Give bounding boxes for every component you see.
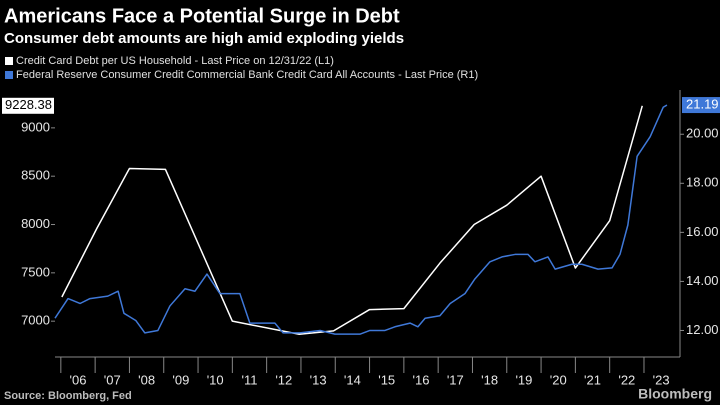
last-price-label: 9228.38 [5,97,52,112]
x-tick-label: '09 [172,372,189,387]
chart-subtitle: Consumer debt amounts are high amid expl… [4,30,404,47]
y-tick-label: 7500 [21,264,50,279]
x-tick-label: '17 [447,372,464,387]
x-tick-label: '23 [653,372,670,387]
x-tick-label: '16 [413,372,430,387]
x-tick-label: '12 [275,372,292,387]
x-tick-label: '21 [584,372,601,387]
y-tick-label: 9000 [21,119,50,134]
y2-tick-label: 14.00 [686,273,719,288]
legend-label: Credit Card Debt per US Household - Last… [16,55,334,67]
x-tick-label: '15 [378,372,395,387]
last-price-box [682,97,720,114]
series-line [61,105,643,335]
y2-tick-label: 12.00 [686,322,719,337]
last-price-label: 21.19 [686,96,719,111]
x-tick-label: '19 [515,372,532,387]
source: Source: Bloomberg, Fed [4,390,132,402]
x-tick-label: '08 [138,372,155,387]
y-tick-label: 8500 [21,168,50,183]
chart-title: Americans Face a Potential Surge in Debt [4,5,400,27]
x-tick-label: '11 [242,372,258,387]
y-tick-label: 8000 [21,216,50,231]
legend-label: Federal Reserve Consumer Credit Commerci… [16,69,478,81]
series-line [54,104,668,335]
y2-tick-label: 20.00 [686,126,719,141]
x-tick-label: '18 [481,372,498,387]
legend-swatch [5,71,13,79]
x-tick-label: '13 [310,372,327,387]
x-tick-label: '06 [70,372,87,387]
legend-swatch [5,57,13,65]
x-tick-label: '20 [550,372,567,387]
y2-tick-label: 16.00 [686,224,719,239]
last-price-box [2,97,54,114]
x-tick-label: '07 [104,372,121,387]
x-tick-label: '10 [207,372,224,387]
brand: Bloomberg [638,386,712,402]
x-tick-label: '14 [344,372,361,387]
y2-tick-label: 18.00 [686,175,719,190]
x-tick-label: '22 [618,372,635,387]
y-tick-label: 7000 [21,313,50,328]
